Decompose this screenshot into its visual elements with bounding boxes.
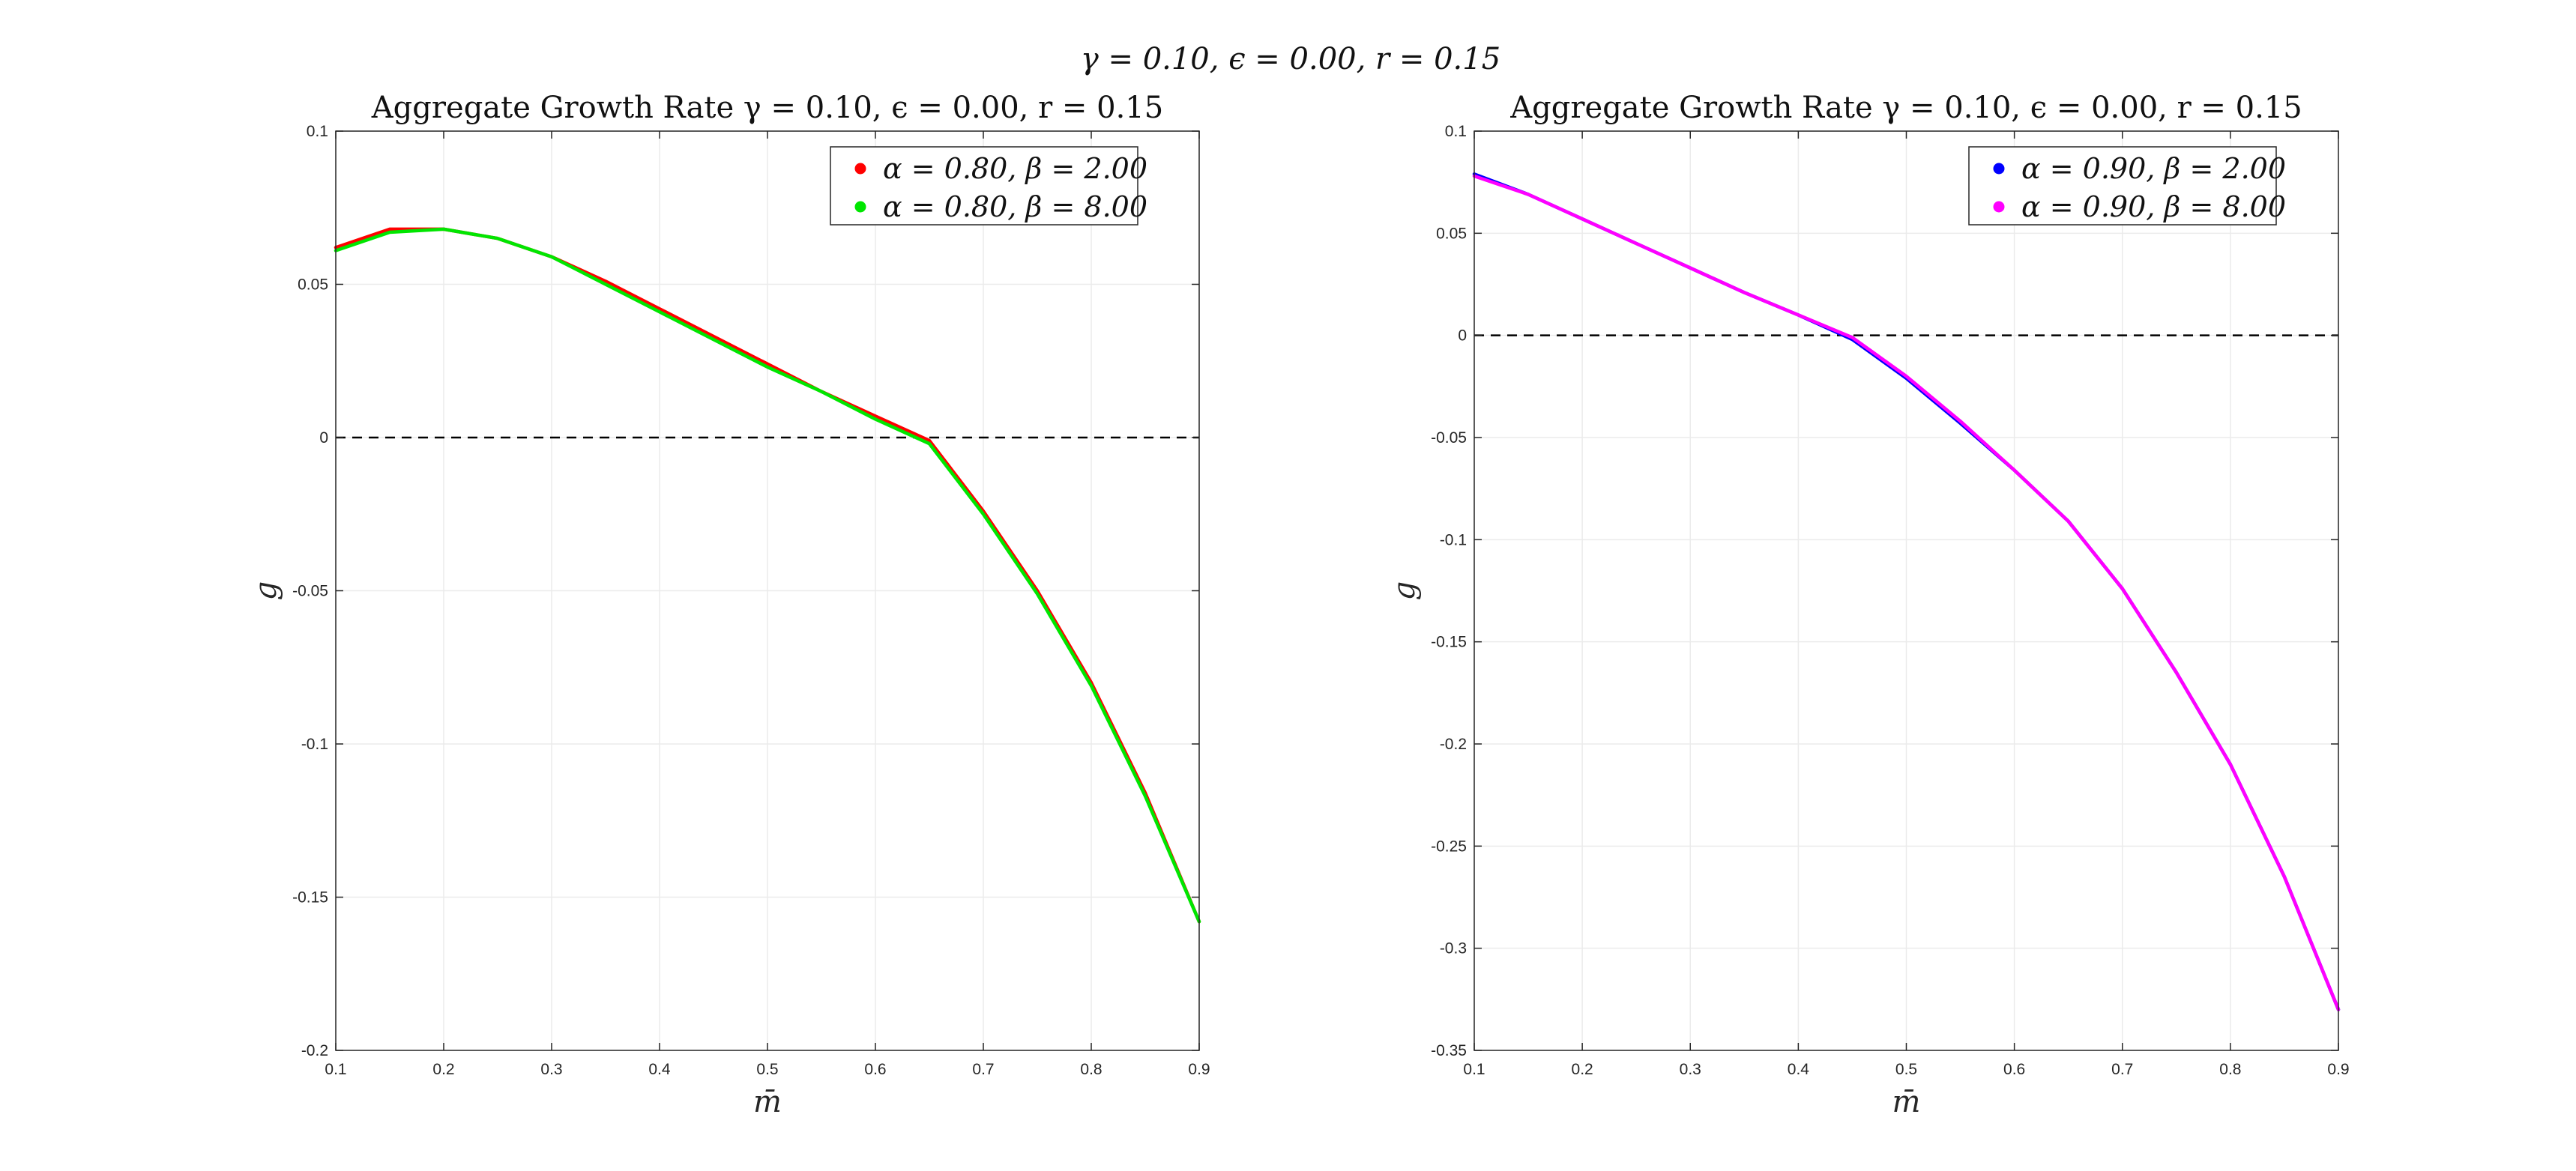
x-tick-label: 0.1 [1463,1061,1485,1078]
x-tick-label: 0.1 [325,1061,346,1078]
legend-entry-1: α = 0.80, β = 2.00 [883,152,1147,185]
chart-title: Aggregate Growth Rate γ = 0.10, ϵ = 0.00… [371,91,1163,125]
chart-title: Aggregate Growth Rate γ = 0.10, ϵ = 0.00… [1509,91,2302,125]
y-tick-label: -0.2 [1440,736,1467,753]
legend-box [1968,146,2277,226]
legend-entry-2: α = 0.90, β = 8.00 [2021,190,2286,223]
legend-box [830,146,1138,226]
y-tick-label: -0.15 [1431,634,1467,651]
y-tick-label: -0.35 [1431,1042,1467,1059]
legend-entry-1: α = 0.90, β = 2.00 [2021,152,2286,185]
x-tick-label: 0.3 [540,1061,562,1078]
x-tick-label: 0.8 [2219,1061,2241,1078]
y-tick-label: 0.1 [1445,123,1467,140]
x-tick-label: 0.5 [756,1061,778,1078]
y-tick-label: 0.1 [307,123,328,140]
x-tick-label: 0.2 [1572,1061,1593,1078]
legend-marker-1 [854,163,866,175]
x-axis-label: m̄ [753,1085,782,1119]
right-chart: 0.1 0.2 0.3 0.4 0.5 0.6 0.7 0.8 0.9 -0.35 -0.3 -0.2… [1387,91,2350,1119]
y-axis-label: g [249,581,283,601]
x-tick-label: 0.7 [972,1061,994,1078]
legend: α = 0.90, β = 2.00 α = 0.90, β = 8.00 [1968,146,2286,226]
y-tick-label: -0.2 [301,1042,328,1059]
y-tick-label: -0.1 [1440,531,1467,548]
y-tick-label: -0.25 [1431,838,1467,855]
y-tick-label: -0.1 [301,736,328,753]
x-tick-label: 0.5 [1895,1061,1917,1078]
y-tick-label: 0.05 [298,276,328,294]
x-tick-label: 0.6 [864,1061,886,1078]
y-tick-label: -0.05 [292,583,328,600]
x-tick-label: 0.7 [2111,1061,2133,1078]
x-tick-label: 0.9 [1188,1061,1210,1078]
y-tick-label: 0 [1458,327,1467,345]
x-tick-label: 0.6 [2003,1061,2025,1078]
legend-marker-1 [1993,163,2005,175]
x-tick-label: 0.4 [648,1061,671,1078]
y-tick-label: -0.05 [1431,429,1467,447]
y-tick-label: -0.15 [292,889,328,907]
legend: α = 0.80, β = 2.00 α = 0.80, β = 8.00 [830,146,1147,226]
x-tick-label: 0.4 [1788,1061,1810,1078]
x-axis-label: m̄ [1892,1085,1921,1119]
series-line-2 [1472,174,2341,1011]
y-tick-label: 0 [319,429,328,447]
left-chart: 0.1 0.2 0.3 0.4 0.5 0.6 0.7 0.8 0.9 -0.2 -0.15 -0.1… [249,91,1210,1119]
legend-marker-2 [854,201,866,213]
x-tick-label: 0.8 [1080,1061,1102,1078]
series-line-2 [334,227,1201,924]
x-tick-label: 0.3 [1680,1061,1701,1078]
y-tick-label: 0.05 [1436,225,1467,242]
y-axis-label: g [1387,581,1422,601]
legend-entry-2: α = 0.80, β = 8.00 [883,190,1147,223]
legend-marker-2 [1993,201,2005,213]
x-tick-label: 0.2 [432,1061,454,1078]
figure-suptitle: γ = 0.10, ϵ = 0.00, r = 0.15 [1081,42,1500,76]
y-tick-label: -0.3 [1440,940,1467,957]
x-tick-label: 0.9 [2327,1061,2349,1078]
